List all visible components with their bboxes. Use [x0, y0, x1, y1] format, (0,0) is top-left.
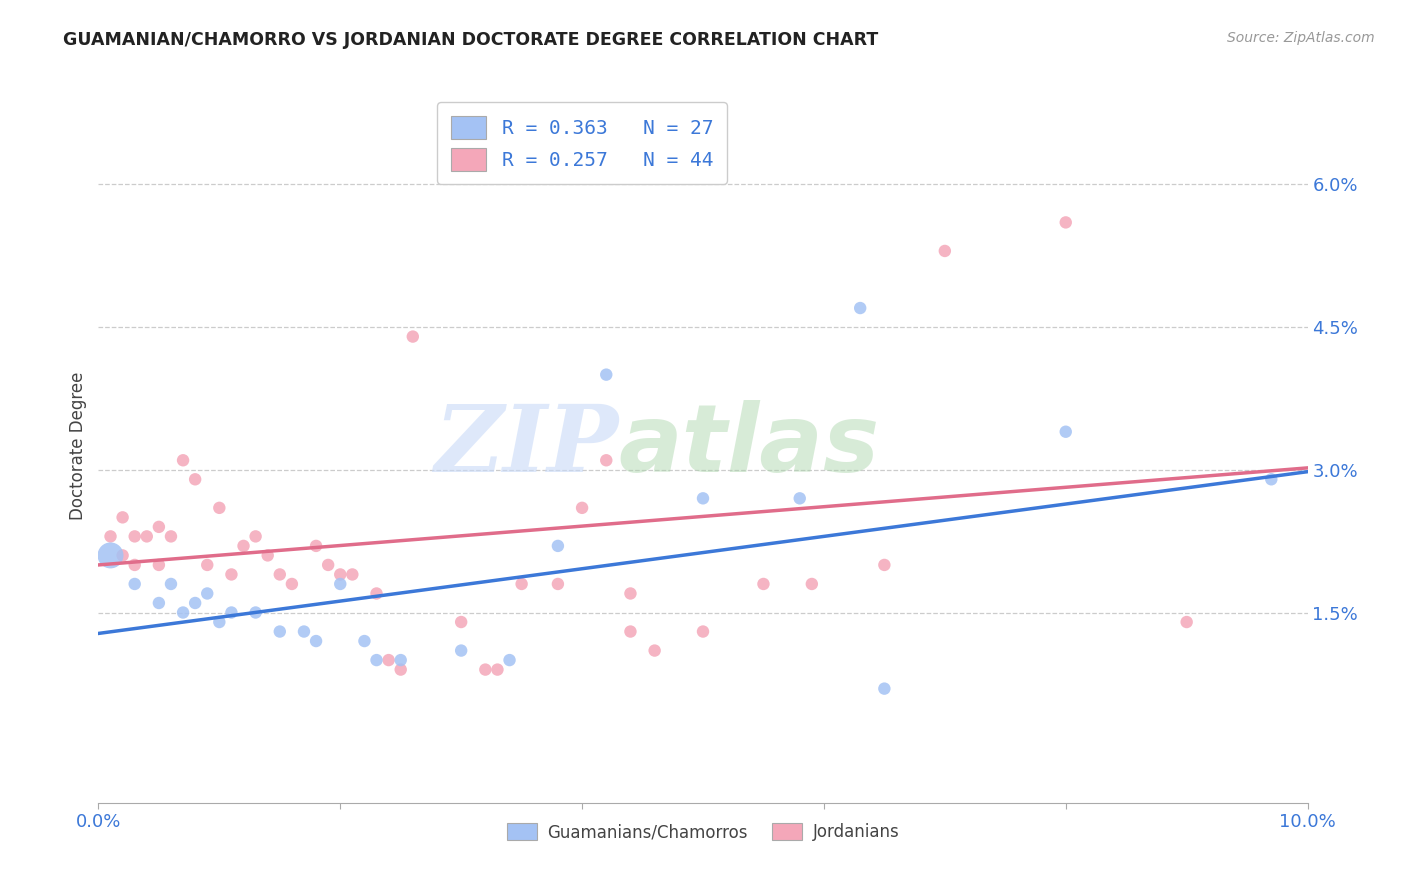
- Point: [148, 596, 170, 610]
- Point: [547, 539, 569, 553]
- Point: [595, 368, 617, 382]
- Point: [160, 529, 183, 543]
- Text: Source: ZipAtlas.com: Source: ZipAtlas.com: [1227, 31, 1375, 45]
- Point: [316, 558, 339, 572]
- Point: [547, 577, 569, 591]
- Point: [873, 558, 896, 572]
- Point: [934, 244, 956, 258]
- Point: [389, 663, 412, 677]
- Point: [510, 577, 533, 591]
- Point: [221, 567, 243, 582]
- Point: [221, 606, 243, 620]
- Point: [1054, 425, 1077, 439]
- Point: [353, 634, 375, 648]
- Legend: Guamanians/Chamorros, Jordanians: Guamanians/Chamorros, Jordanians: [501, 816, 905, 848]
- Point: [692, 624, 714, 639]
- Point: [135, 529, 157, 543]
- Point: [172, 606, 194, 620]
- Point: [281, 577, 304, 591]
- Point: [644, 643, 666, 657]
- Point: [124, 529, 146, 543]
- Point: [305, 634, 328, 648]
- Point: [377, 653, 399, 667]
- Text: ZIP: ZIP: [434, 401, 619, 491]
- Point: [100, 549, 122, 563]
- Point: [148, 520, 170, 534]
- Text: GUAMANIAN/CHAMORRO VS JORDANIAN DOCTORATE DEGREE CORRELATION CHART: GUAMANIAN/CHAMORRO VS JORDANIAN DOCTORAT…: [63, 31, 879, 49]
- Point: [111, 549, 134, 563]
- Point: [160, 577, 183, 591]
- Text: atlas: atlas: [619, 400, 880, 492]
- Point: [800, 577, 823, 591]
- Point: [292, 624, 315, 639]
- Point: [498, 653, 520, 667]
- Point: [245, 606, 267, 620]
- Point: [450, 615, 472, 629]
- Point: [111, 510, 134, 524]
- Point: [450, 643, 472, 657]
- Point: [124, 558, 146, 572]
- Point: [366, 586, 388, 600]
- Point: [329, 577, 352, 591]
- Point: [619, 586, 641, 600]
- Point: [849, 301, 872, 315]
- Point: [389, 653, 412, 667]
- Point: [195, 586, 218, 600]
- Point: [366, 653, 388, 667]
- Point: [208, 500, 231, 515]
- Point: [124, 577, 146, 591]
- Point: [305, 539, 328, 553]
- Point: [486, 663, 509, 677]
- Point: [571, 500, 593, 515]
- Point: [692, 491, 714, 506]
- Point: [208, 615, 231, 629]
- Point: [619, 624, 641, 639]
- Point: [329, 567, 352, 582]
- Point: [148, 558, 170, 572]
- Y-axis label: Doctorate Degree: Doctorate Degree: [69, 372, 87, 520]
- Point: [402, 329, 425, 343]
- Point: [184, 472, 207, 486]
- Point: [256, 549, 278, 563]
- Point: [1260, 472, 1282, 486]
- Point: [1175, 615, 1198, 629]
- Point: [269, 567, 291, 582]
- Point: [232, 539, 254, 553]
- Point: [752, 577, 775, 591]
- Point: [342, 567, 364, 582]
- Point: [474, 663, 496, 677]
- Point: [195, 558, 218, 572]
- Point: [873, 681, 896, 696]
- Point: [595, 453, 617, 467]
- Point: [789, 491, 811, 506]
- Point: [172, 453, 194, 467]
- Point: [269, 624, 291, 639]
- Point: [1054, 215, 1077, 229]
- Point: [184, 596, 207, 610]
- Point: [245, 529, 267, 543]
- Point: [100, 529, 122, 543]
